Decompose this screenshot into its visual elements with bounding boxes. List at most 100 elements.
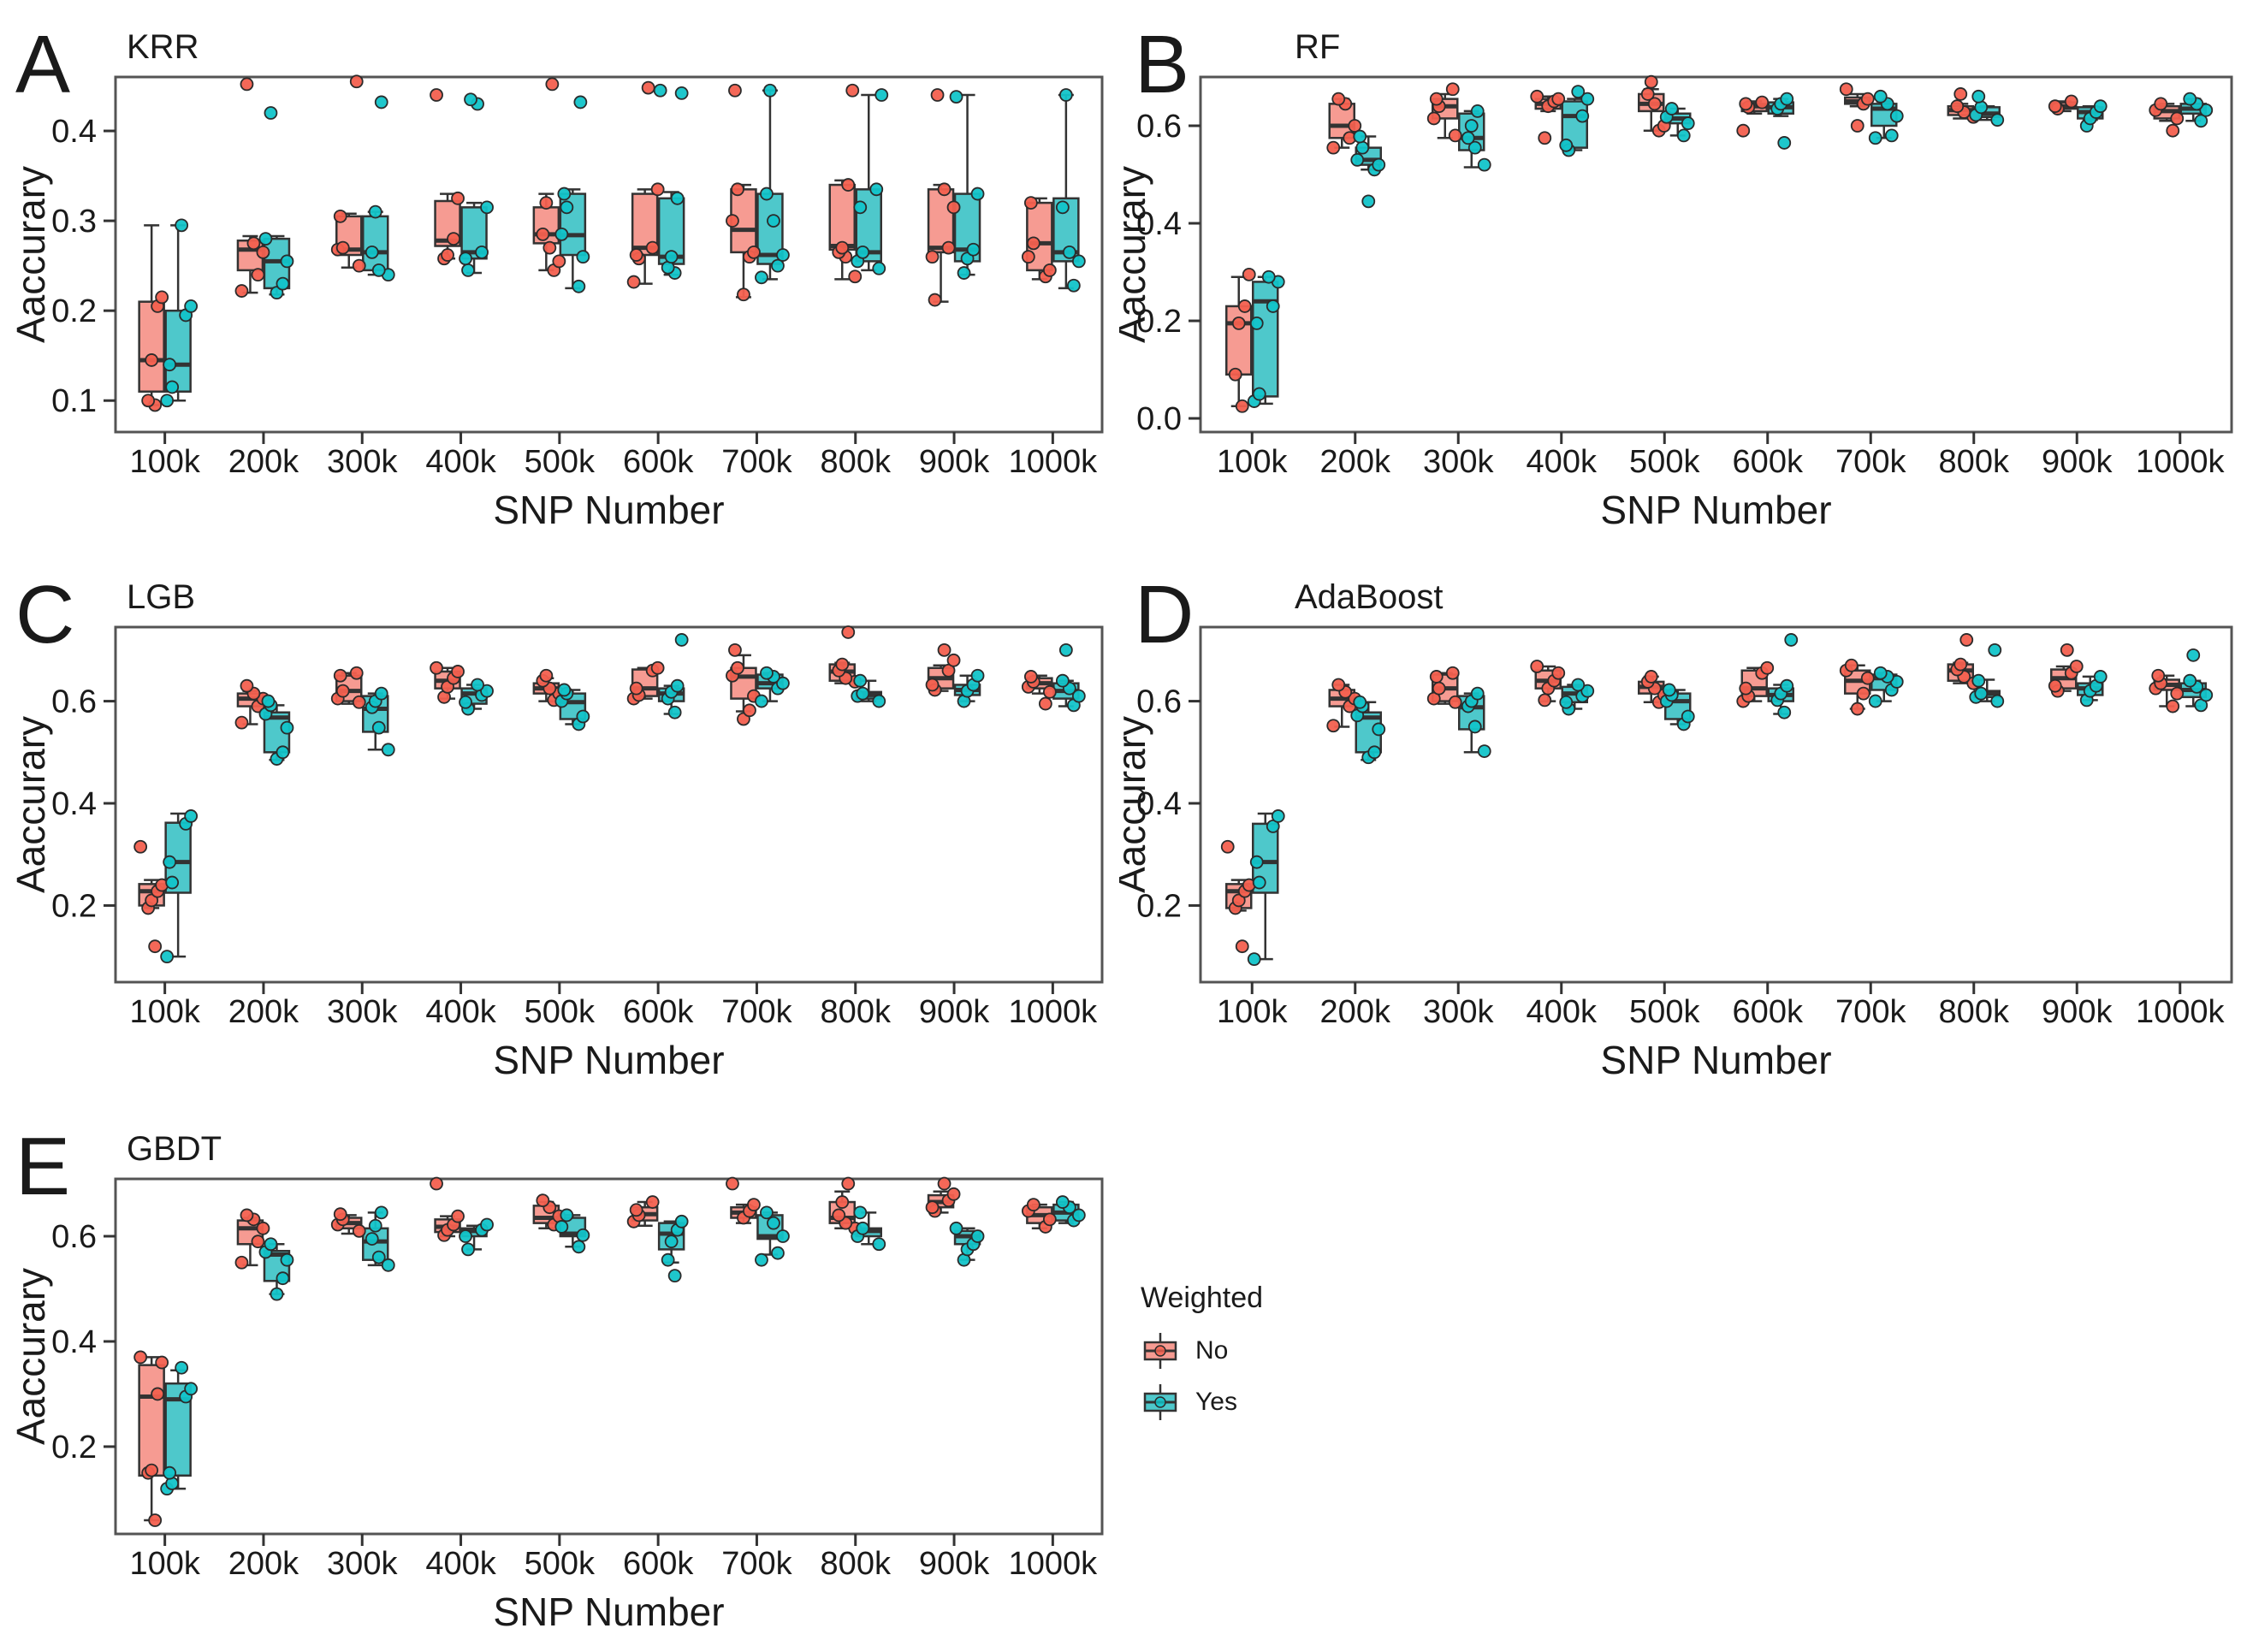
jitter-point-yes — [1252, 875, 1266, 890]
jitter-point-yes — [1988, 642, 2002, 657]
x-tick-label: 300k — [1423, 444, 1494, 480]
panel-A-svg: A KRR 0.1 0.2 0.3 0.4 Aaccurary 100k 200k 300k 400… — [9, 19, 1104, 532]
jitter-point-yes — [459, 1229, 472, 1243]
jitter-point-no — [925, 1200, 940, 1215]
jitter-point-yes — [2199, 688, 2214, 702]
jitter-point-yes — [1990, 113, 2005, 127]
x-tick-label: 500k — [1629, 994, 1700, 1030]
jitter-point-yes — [755, 694, 768, 708]
jitter-point-no — [545, 77, 560, 92]
jitter-point-yes — [371, 1250, 386, 1264]
jitter-point-no — [1448, 695, 1462, 709]
jitter-point-yes — [760, 1205, 774, 1220]
jitter-point-yes — [576, 250, 590, 264]
jitter-point-no — [333, 209, 347, 223]
x-axis-label: SNP Number — [493, 488, 724, 532]
x-tick-label: 700k — [721, 444, 792, 480]
x-tick-label: 100k — [1217, 444, 1288, 480]
jitter-point-yes — [576, 709, 590, 724]
jitter-point-no — [1530, 89, 1544, 104]
box-no — [138, 224, 165, 406]
jitter-point-no — [539, 668, 554, 683]
jitter-point-yes — [261, 694, 276, 708]
jitter-point-no — [335, 240, 350, 255]
jitter-point-no — [1331, 678, 1346, 692]
jitter-point-no — [335, 684, 350, 698]
box-no — [730, 183, 757, 299]
jitter-point-no — [1739, 681, 1753, 696]
panel-rf: B RF 0.0 0.2 0.4 0.6 Aaccurary 100k 200k 300k 400k… — [1109, 0, 2241, 556]
box-yes — [855, 93, 882, 272]
jitter-point-yes — [872, 694, 886, 708]
legend-label-yes: Yes — [1195, 1388, 1237, 1416]
jitter-point-yes — [1676, 128, 1691, 143]
jitter-point-no — [1429, 92, 1444, 106]
jitter-point-yes — [856, 245, 870, 259]
jitter-point-no — [1448, 128, 1462, 143]
y-tick-label: 0.1 — [51, 383, 97, 419]
x-tick-label: 200k — [228, 444, 299, 480]
jitter-point-yes — [1971, 89, 1986, 104]
jitter-point-yes — [949, 90, 963, 104]
jitter-point-yes — [175, 218, 189, 233]
jitter-point-yes — [2093, 670, 2108, 684]
box-no — [828, 179, 856, 281]
jitter-point-no — [641, 80, 655, 95]
jitter-point-no — [1644, 670, 1658, 684]
jitter-point-yes — [949, 1221, 963, 1235]
jitter-point-no — [1228, 367, 1242, 382]
jitter-point-no — [835, 240, 850, 255]
jitter-point-yes — [165, 875, 180, 890]
jitter-point-no — [1755, 95, 1770, 110]
jitter-point-yes — [667, 1269, 682, 1283]
jitter-point-yes — [1271, 809, 1285, 823]
jitter-point-no — [626, 275, 641, 289]
jitter-point-yes — [280, 254, 294, 269]
panel-E-svg: E GBDT 0.2 0.4 0.6 Aaccurary 100k 200k 300k 400k 5… — [9, 1121, 1104, 1634]
jitter-point-yes — [1990, 694, 2005, 708]
jitter-point-yes — [165, 380, 180, 394]
jitter-point-no — [2154, 97, 2168, 111]
jitter-point-yes — [767, 214, 780, 228]
jitter-point-yes — [776, 676, 790, 690]
panel-lgb: C LGB 0.2 0.4 0.6 Aaccurary 100k 200k 300k 400k 50… — [0, 550, 1112, 1106]
jitter-point-no — [447, 232, 460, 246]
panel-adaboost: D AdaBoost 0.2 0.4 0.6 Aaccurary 100k 200k 300k 4… — [1109, 550, 2241, 1106]
box-yes — [1252, 275, 1279, 406]
x-tick-label: 600k — [623, 444, 694, 480]
jitter-point-yes — [1055, 1195, 1070, 1209]
jitter-point-no — [747, 245, 761, 259]
jitter-point-yes — [374, 95, 388, 110]
jitter-point-no — [841, 1176, 856, 1191]
jitter-point-yes — [374, 686, 388, 701]
jitter-point-no — [256, 1221, 270, 1235]
jitter-point-yes — [1571, 85, 1586, 99]
jitter-point-no — [726, 214, 739, 228]
jitter-point-no — [2064, 94, 2078, 109]
jitter-point-yes — [661, 1252, 675, 1267]
jitter-point-no — [1235, 939, 1249, 954]
jitter-point-no — [1953, 657, 1968, 672]
jitter-point-no — [731, 182, 744, 197]
panel-letter: D — [1135, 569, 1194, 660]
jitter-point-yes — [760, 666, 774, 680]
jitter-point-no — [1023, 196, 1038, 210]
legend-item-no: No — [1141, 1330, 1263, 1371]
jitter-point-no — [1953, 87, 1968, 101]
panel-letter: C — [15, 569, 74, 660]
jitter-point-yes — [1367, 745, 1382, 760]
jitter-point-yes — [461, 263, 475, 277]
y-tick-label: 0.6 — [51, 684, 97, 720]
jitter-point-no — [1551, 92, 1566, 106]
x-tick-label: 100k — [129, 1546, 200, 1582]
jitter-point-yes — [1884, 128, 1899, 143]
jitter-point-yes — [475, 245, 489, 259]
jitter-point-no — [352, 695, 366, 709]
jitter-point-no — [1959, 633, 1974, 647]
jitter-point-no — [1426, 111, 1441, 126]
jitter-point-yes — [1071, 689, 1086, 703]
jitter-point-no — [240, 678, 254, 693]
jitter-point-no — [1844, 658, 1859, 672]
jitter-point-yes — [276, 745, 290, 760]
